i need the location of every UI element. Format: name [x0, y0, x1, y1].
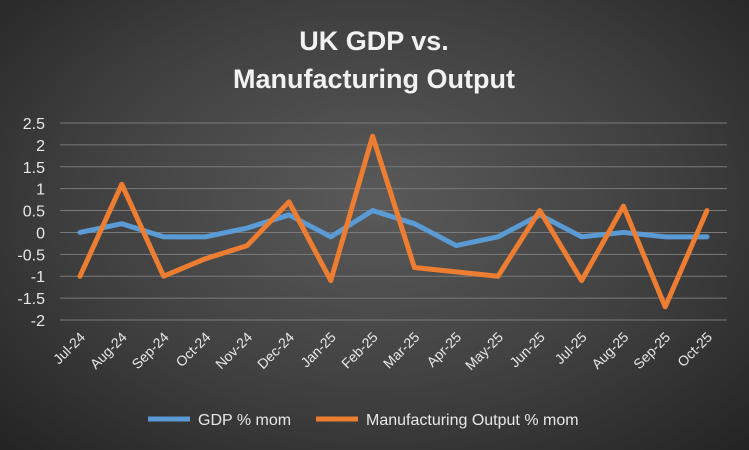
- y-tick-label: 0.5: [23, 204, 45, 221]
- x-tick-label: Jul-24: [50, 329, 88, 367]
- y-tick-label: 1.5: [23, 160, 45, 177]
- series-line-0: [77, 208, 710, 249]
- x-tick-label: Oct-25: [674, 329, 715, 370]
- y-tick-label: 2: [36, 138, 45, 155]
- y-tick-label: 0: [36, 225, 45, 242]
- chart-title-line-2: Manufacturing Output: [233, 64, 515, 94]
- series-line-1: [77, 133, 710, 310]
- legend-label: GDP % mom: [198, 412, 291, 429]
- x-tick-label: Jun-25: [506, 329, 548, 371]
- x-tick-label: Mar-25: [380, 329, 423, 372]
- y-tick-label: 1: [36, 182, 45, 199]
- y-tick-label: -0.5: [17, 247, 45, 264]
- x-tick-label: Feb-25: [338, 329, 381, 372]
- x-tick-label: Sep-25: [630, 329, 673, 372]
- x-tick-label: May-25: [462, 329, 506, 373]
- y-tick-label: -1: [31, 269, 45, 286]
- y-tick-label: 2.5: [23, 116, 45, 133]
- x-tick-label: Apr-25: [423, 329, 464, 370]
- legend-label: Manufacturing Output % mom: [366, 412, 579, 429]
- y-tick-label: -1.5: [17, 291, 45, 308]
- x-tick-label: Dec-24: [254, 329, 297, 372]
- x-tick-label: Aug-25: [588, 329, 631, 372]
- chart-title-line-1: UK GDP vs.: [299, 26, 449, 56]
- x-tick-label: Jul-25: [551, 329, 589, 367]
- x-tick-label: Jan-25: [297, 329, 339, 371]
- x-tick-label: Oct-24: [172, 329, 213, 370]
- y-tick-label: -2: [31, 313, 45, 330]
- x-tick-label: Sep-24: [128, 329, 171, 372]
- x-tick-label: Aug-24: [87, 329, 130, 372]
- x-tick-label: Nov-24: [212, 329, 255, 372]
